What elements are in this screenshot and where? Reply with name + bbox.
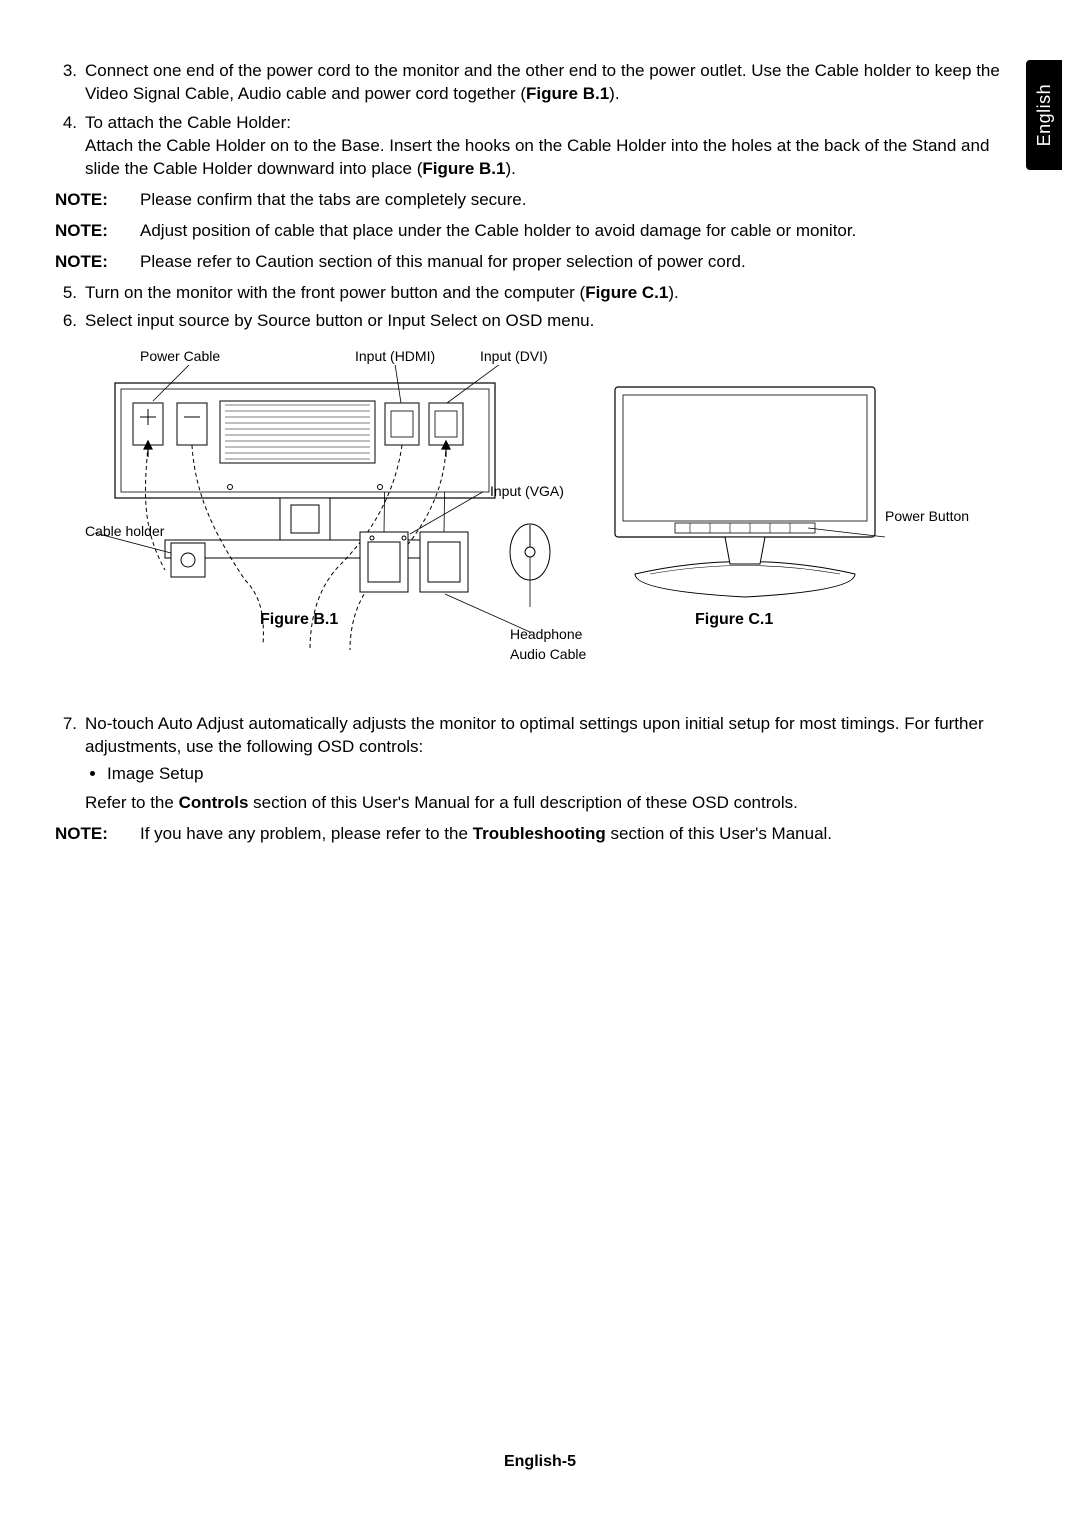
sub-bullet-list: Image Setup <box>85 763 1025 786</box>
label-power-cable: Power Cable <box>140 347 220 366</box>
label-input-dvi: Input (DVI) <box>480 347 548 366</box>
item-text: No-touch Auto Adjust automatically adjus… <box>85 713 1025 815</box>
note-row: NOTE: Please confirm that the tabs are c… <box>55 189 1025 212</box>
note-label: NOTE: <box>55 251 140 274</box>
label-audio-cable: Audio Cable <box>510 645 586 664</box>
item-number: 6. <box>55 310 85 333</box>
list-item: 6. Select input source by Source button … <box>55 310 1025 333</box>
item-number: 5. <box>55 282 85 305</box>
figure-c-caption: Figure C.1 <box>695 609 773 631</box>
figure-area: Power Cable Input (HDMI) Input (DVI) <box>85 347 1025 667</box>
sub-bullet: Image Setup <box>107 763 1025 786</box>
note-row: NOTE: Adjust position of cable that plac… <box>55 220 1025 243</box>
list-item: 7. No-touch Auto Adjust automatically ad… <box>55 713 1025 815</box>
note-body: If you have any problem, please refer to… <box>140 823 1025 846</box>
note-body: Adjust position of cable that place unde… <box>140 220 1025 243</box>
note-row: NOTE: If you have any problem, please re… <box>55 823 1025 846</box>
note-label: NOTE: <box>55 823 140 846</box>
note-label: NOTE: <box>55 189 140 212</box>
instruction-list-2: 5. Turn on the monitor with the front po… <box>55 282 1025 334</box>
item-text: Connect one end of the power cord to the… <box>85 60 1025 106</box>
figure-c1-diagram <box>605 379 905 609</box>
instruction-list-3: 7. No-touch Auto Adjust automatically ad… <box>55 713 1025 815</box>
note-label: NOTE: <box>55 220 140 243</box>
label-input-vga: Input (VGA) <box>490 482 564 501</box>
note-body: Please confirm that the tabs are complet… <box>140 189 1025 212</box>
item-number: 4. <box>55 112 85 181</box>
label-input-hdmi: Input (HDMI) <box>355 347 435 366</box>
item-text: To attach the Cable Holder: Attach the C… <box>85 112 1025 181</box>
item-number: 3. <box>55 60 85 106</box>
item-text: Turn on the monitor with the front power… <box>85 282 1025 305</box>
list-item: 5. Turn on the monitor with the front po… <box>55 282 1025 305</box>
item-text: Select input source by Source button or … <box>85 310 1025 333</box>
instruction-list: 3. Connect one end of the power cord to … <box>55 60 1025 181</box>
note-body: Please refer to Caution section of this … <box>140 251 1025 274</box>
label-cable-holder: Cable holder <box>85 522 164 541</box>
page-footer: English-5 <box>0 1451 1080 1473</box>
page-content: 3. Connect one end of the power cord to … <box>0 0 1080 846</box>
label-headphone: Headphone <box>510 625 582 644</box>
note-row: NOTE: Please refer to Caution section of… <box>55 251 1025 274</box>
label-power-button: Power Button <box>885 507 969 526</box>
item-number: 7. <box>55 713 85 815</box>
figure-b-caption: Figure B.1 <box>260 609 338 631</box>
list-item: 4. To attach the Cable Holder: Attach th… <box>55 112 1025 181</box>
list-item: 3. Connect one end of the power cord to … <box>55 60 1025 106</box>
